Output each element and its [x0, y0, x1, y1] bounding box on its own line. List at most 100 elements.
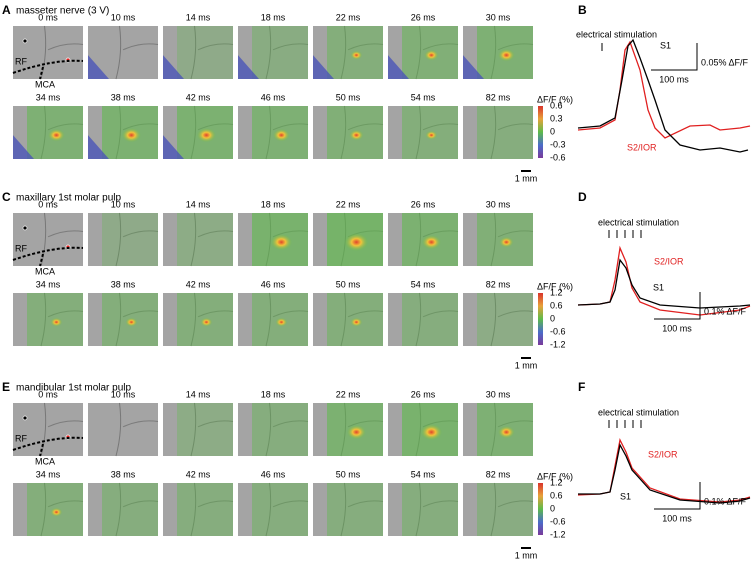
vessel — [497, 230, 534, 238]
vessel — [272, 310, 309, 318]
activation-peak — [424, 49, 439, 61]
activation — [477, 106, 533, 159]
colorbar-tick: -0.3 — [550, 139, 566, 149]
frame-image — [88, 212, 159, 267]
frame-bg — [388, 106, 458, 159]
scale-y: 0.1% ΔF/F — [704, 496, 747, 506]
vessel — [47, 43, 84, 51]
frame-bg — [238, 403, 308, 456]
vessel — [347, 123, 384, 131]
negative-region — [88, 55, 109, 79]
colorbar-title: ΔF/F (%) — [537, 281, 573, 291]
activation — [252, 483, 308, 536]
vessel — [272, 500, 309, 508]
activation-peak — [498, 425, 515, 439]
series-label: S1 — [620, 491, 631, 501]
mca-line — [12, 436, 84, 457]
activation-peak — [273, 128, 290, 142]
frame-image — [388, 482, 459, 537]
frame-time: 26 ms — [411, 12, 436, 22]
activation — [252, 26, 308, 79]
frame-image — [12, 402, 84, 457]
vessel — [47, 420, 84, 428]
scale-label: 1 mm — [515, 550, 538, 560]
frame-bg — [88, 213, 158, 266]
panel-label: C — [2, 190, 11, 204]
frame-time: 82 ms — [486, 92, 511, 102]
frame-time: 0 ms — [38, 12, 58, 22]
vessel — [490, 212, 497, 267]
negative-region — [388, 55, 409, 79]
activation-peak — [50, 317, 63, 327]
frame-bg — [463, 293, 533, 346]
vessel — [115, 402, 122, 457]
frame-time: 18 ms — [261, 199, 286, 209]
frame-time: 50 ms — [336, 469, 361, 479]
frame-image — [12, 212, 84, 267]
scale-bar — [654, 292, 701, 320]
frame-image — [13, 292, 84, 347]
colorbar-tick: 0.6 — [550, 490, 563, 500]
colorbar-tick: -0.6 — [550, 516, 566, 526]
negative-region — [463, 55, 484, 79]
colorbar-tick: 1.2 — [550, 477, 563, 487]
frame-bg — [463, 483, 533, 536]
colorbar-tick: 1.2 — [550, 287, 563, 297]
vessel — [115, 482, 122, 537]
frame-image — [13, 105, 84, 160]
scale-y: 0.05% ΔF/F — [701, 57, 749, 67]
frame-time: 22 ms — [336, 199, 361, 209]
frame-time: 22 ms — [336, 389, 361, 399]
frame-image — [463, 25, 534, 80]
activation — [402, 483, 458, 536]
frame-bg — [13, 213, 83, 266]
frame-time: 30 ms — [486, 12, 511, 22]
frame-time: 42 ms — [186, 469, 211, 479]
frame-image — [238, 105, 309, 160]
frame-image — [313, 25, 384, 80]
vessel — [422, 500, 459, 508]
vessel — [272, 43, 309, 51]
vessel — [265, 482, 272, 537]
frame-bg — [463, 213, 533, 266]
activation — [327, 483, 383, 536]
frame-image — [88, 482, 159, 537]
frame-time: 38 ms — [111, 279, 136, 289]
vessel — [197, 43, 234, 51]
frame-image — [313, 402, 384, 457]
frame-time: 22 ms — [336, 12, 361, 22]
vessel — [47, 500, 84, 508]
colorbar-tick: 0.3 — [550, 113, 563, 123]
landmark: MCA — [35, 266, 55, 276]
scale-x: 100 ms — [659, 74, 689, 84]
activation — [477, 483, 533, 536]
scale-label: 1 mm — [515, 360, 538, 370]
landmark: RF — [15, 56, 27, 66]
frame-time: 26 ms — [411, 389, 436, 399]
frame-time: 50 ms — [336, 279, 361, 289]
series-label: S2/IOR — [627, 142, 657, 152]
activation-peak — [421, 234, 441, 250]
vessel — [490, 482, 497, 537]
activation — [477, 293, 533, 346]
frame-image — [388, 105, 459, 160]
panel-label: E — [2, 380, 10, 394]
frame-time: 10 ms — [111, 389, 136, 399]
vessel — [490, 292, 497, 347]
vessel — [422, 123, 459, 131]
frame-bg — [238, 483, 308, 536]
vessel — [122, 500, 159, 508]
vessel — [497, 123, 534, 131]
frame-image — [163, 212, 234, 267]
activation-peak — [196, 127, 216, 143]
frame-time: 26 ms — [411, 199, 436, 209]
frame-time: 34 ms — [36, 469, 61, 479]
panel-title: mandibular 1st molar pulp — [16, 383, 131, 394]
vessel — [347, 310, 384, 318]
stimulus-label: electrical stimulation — [598, 217, 679, 227]
negative-region — [238, 55, 259, 79]
colorbar — [538, 483, 543, 535]
vessel — [115, 25, 122, 80]
colorbar-tick: 0.6 — [550, 100, 563, 110]
vessel — [115, 292, 122, 347]
